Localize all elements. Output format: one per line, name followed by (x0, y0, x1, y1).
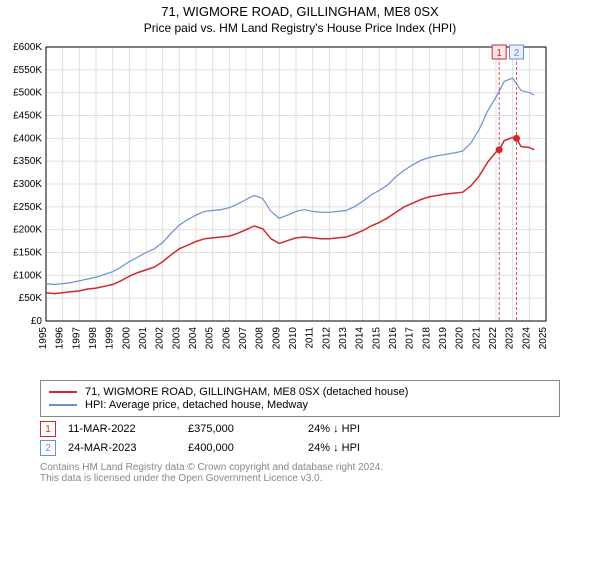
svg-text:£600K: £600K (13, 42, 42, 53)
legend-swatch (49, 404, 77, 406)
page-subtitle: Price paid vs. HM Land Registry's House … (0, 21, 600, 35)
svg-text:1: 1 (496, 48, 502, 59)
line-chart: £0 £50K £100K £150K £200K £250K £300K £350K £400… (0, 39, 560, 369)
svg-text:£250K: £250K (13, 202, 42, 213)
legend-label: HPI: Average price, detached house, Medw… (85, 399, 308, 411)
svg-text:£500K: £500K (13, 88, 42, 99)
svg-text:£300K: £300K (13, 179, 42, 190)
svg-text:2005: 2005 (205, 327, 216, 350)
event-date: 11-MAR-2022 (68, 423, 188, 435)
svg-text:2023: 2023 (505, 327, 516, 350)
svg-text:£350K: £350K (13, 156, 42, 167)
legend-item: HPI: Average price, detached house, Medw… (49, 399, 551, 411)
legend-swatch (49, 391, 77, 393)
svg-text:2009: 2009 (271, 327, 282, 350)
svg-text:1997: 1997 (71, 327, 82, 350)
svg-text:2001: 2001 (138, 327, 149, 350)
svg-text:£200K: £200K (13, 225, 42, 236)
svg-text:1999: 1999 (105, 327, 116, 350)
copyright-line: Contains HM Land Registry data © Crown c… (40, 462, 560, 473)
svg-text:1996: 1996 (55, 327, 66, 350)
svg-text:£450K: £450K (13, 111, 42, 122)
svg-text:2024: 2024 (521, 327, 532, 350)
svg-text:2012: 2012 (321, 327, 332, 350)
event-badge: 1 (40, 421, 56, 437)
events-table: 1 11-MAR-2022 £375,000 24% ↓ HPI 2 24-MA… (40, 421, 560, 456)
copyright-text: Contains HM Land Registry data © Crown c… (40, 462, 560, 484)
svg-text:2002: 2002 (155, 327, 166, 350)
svg-text:2003: 2003 (171, 327, 182, 350)
svg-text:2011: 2011 (305, 327, 316, 349)
svg-text:2025: 2025 (538, 327, 549, 350)
event-badge: 2 (40, 440, 56, 456)
legend-box: 71, WIGMORE ROAD, GILLINGHAM, ME8 0SX (d… (40, 380, 560, 417)
svg-text:£550K: £550K (13, 65, 42, 76)
svg-text:2017: 2017 (405, 327, 416, 350)
svg-text:2019: 2019 (438, 327, 449, 350)
copyright-line: This data is licensed under the Open Gov… (40, 473, 560, 484)
svg-text:2016: 2016 (388, 327, 399, 350)
svg-text:2010: 2010 (288, 327, 299, 350)
svg-text:£50K: £50K (19, 293, 43, 304)
svg-text:2007: 2007 (238, 327, 249, 350)
svg-text:2021: 2021 (471, 327, 482, 350)
event-row: 1 11-MAR-2022 £375,000 24% ↓ HPI (40, 421, 560, 437)
svg-text:2: 2 (514, 48, 520, 59)
event-price: £400,000 (188, 442, 308, 454)
legend-label: 71, WIGMORE ROAD, GILLINGHAM, ME8 0SX (d… (85, 386, 408, 398)
svg-text:2018: 2018 (421, 327, 432, 350)
event-row: 2 24-MAR-2023 £400,000 24% ↓ HPI (40, 440, 560, 456)
svg-text:£400K: £400K (13, 133, 42, 144)
svg-text:2020: 2020 (455, 327, 466, 350)
legend-item: 71, WIGMORE ROAD, GILLINGHAM, ME8 0SX (d… (49, 386, 551, 398)
svg-text:£0: £0 (31, 316, 43, 327)
event-delta: 24% ↓ HPI (308, 442, 428, 454)
svg-text:2013: 2013 (338, 327, 349, 350)
chart-area: £0 £50K £100K £150K £200K £250K £300K £350K £400… (0, 39, 600, 374)
svg-text:1998: 1998 (88, 327, 99, 350)
event-date: 24-MAR-2023 (68, 442, 188, 454)
svg-text:2015: 2015 (371, 327, 382, 350)
svg-text:2006: 2006 (221, 327, 232, 350)
event-price: £375,000 (188, 423, 308, 435)
svg-text:1995: 1995 (38, 327, 49, 350)
event-delta: 24% ↓ HPI (308, 423, 428, 435)
svg-text:£150K: £150K (13, 248, 42, 259)
svg-text:2000: 2000 (121, 327, 132, 350)
page-title: 71, WIGMORE ROAD, GILLINGHAM, ME8 0SX (0, 4, 600, 19)
svg-text:£100K: £100K (13, 270, 42, 281)
svg-text:2022: 2022 (488, 327, 499, 350)
svg-text:2008: 2008 (255, 327, 266, 350)
svg-text:2004: 2004 (188, 327, 199, 350)
svg-text:2014: 2014 (355, 327, 366, 350)
